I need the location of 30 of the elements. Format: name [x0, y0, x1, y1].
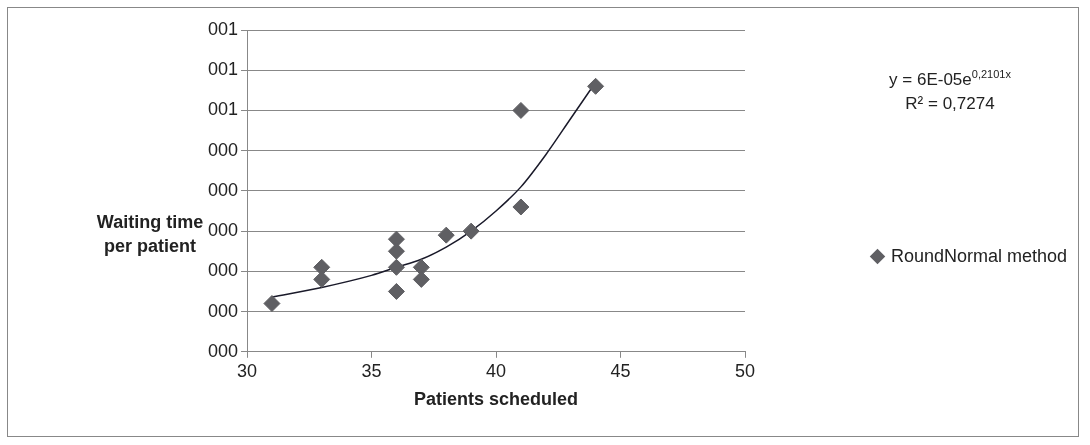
y-tick-label: 000: [207, 139, 239, 160]
x-tick-label: 40: [486, 360, 507, 381]
point: [387, 230, 405, 248]
text: R² = 0,7274: [904, 92, 996, 115]
y-tick-label: 001: [207, 18, 239, 39]
y-tick-label: 001: [207, 59, 239, 80]
point: [437, 226, 455, 244]
y-tick-label: 000: [207, 300, 239, 321]
y-tick-label: 000: [207, 260, 239, 281]
x-axis-title: Patients scheduled: [413, 389, 579, 410]
legend-label: RoundNormal method: [891, 246, 1068, 267]
point: [512, 198, 530, 216]
y-tick-label: 000: [207, 340, 239, 361]
x-tick-label: 30: [237, 360, 258, 381]
point: [387, 258, 405, 276]
point: [512, 101, 530, 119]
text: y = 6E-05e$^{0,2101x}$: [888, 67, 1012, 91]
x-tick-label: 45: [610, 360, 631, 381]
y-tick-label: 001: [207, 99, 239, 120]
point: [412, 258, 430, 276]
point: [587, 77, 605, 95]
point: [387, 282, 405, 300]
point: [462, 222, 480, 240]
y-tick-label: 000: [207, 179, 239, 200]
y-axis-title: Waiting time per patient: [96, 212, 204, 256]
point: [313, 258, 331, 276]
y-tick-label: 000: [207, 220, 239, 241]
x-tick-label: 50: [734, 360, 756, 381]
point: [263, 295, 281, 313]
x-tick-label: 35: [361, 360, 382, 381]
